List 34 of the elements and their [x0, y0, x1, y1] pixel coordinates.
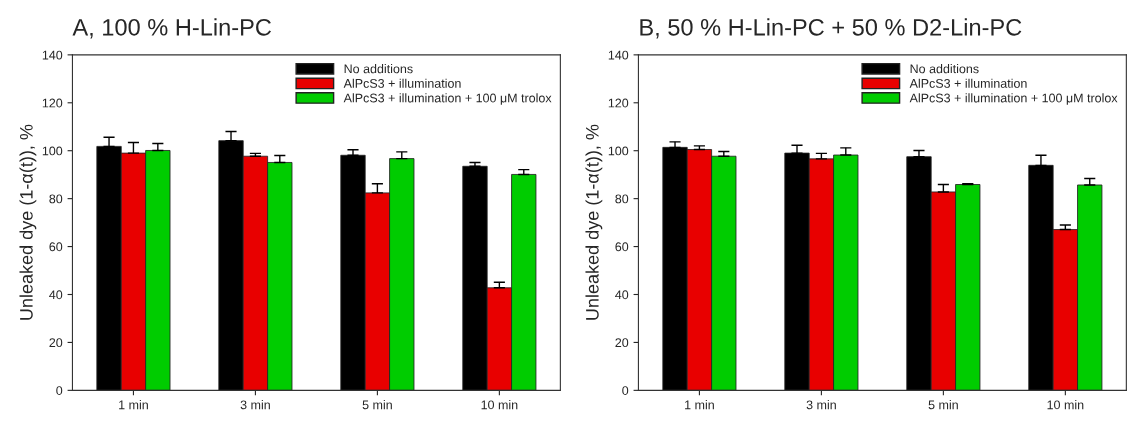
chart-title: B, 50 % H-Lin-PC + 50 % D2-Lin-PC	[640, 18, 1022, 39]
legend-label: AlPcS3 + illumination + 100 μM trolox	[909, 93, 1118, 105]
y-axis-title: Unleaked dye (1-α(t)), %	[585, 124, 603, 320]
legend-label: No additions	[910, 64, 979, 74]
y-tick-label: 0	[56, 386, 63, 395]
legend-label: AlPcS3 + illumination + 100 μM trolox	[343, 93, 552, 105]
legend-label: AlPcS3 + illumination	[909, 78, 1027, 88]
y-tick-label: 100	[42, 146, 63, 156]
y-axis-title: Unleaked dye (1-α(t)), %	[19, 124, 37, 320]
y-tick-label: 40	[49, 290, 63, 300]
x-tick-label: 5 min	[928, 400, 958, 410]
y-tick-label: 140	[608, 50, 629, 60]
x-tick-label: 3 min	[806, 400, 836, 410]
x-tick-label: 10 min	[481, 400, 518, 410]
chart-title: A, 100 % H-Lin-PC	[72, 18, 272, 39]
legend-label: No additions	[344, 64, 413, 74]
x-tick-label: 10 min	[1047, 400, 1084, 410]
y-tick-label: 80	[615, 194, 629, 204]
y-tick-label: 120	[608, 98, 629, 108]
y-tick-label: 40	[615, 290, 629, 300]
y-tick-label: 0	[622, 386, 629, 395]
y-tick-label: 80	[49, 194, 63, 204]
y-tick-label: 20	[49, 338, 63, 348]
y-tick-label: 140	[42, 50, 63, 60]
y-tick-label: 60	[49, 242, 63, 252]
x-tick-label: 5 min	[362, 400, 392, 410]
y-tick-label: 20	[615, 338, 629, 348]
x-tick-label: 1 min	[685, 400, 714, 410]
x-tick-label: 3 min	[240, 400, 270, 410]
y-tick-label: 60	[615, 242, 629, 252]
legend-label: AlPcS3 + illumination	[343, 78, 461, 88]
y-tick-label: 100	[608, 146, 629, 156]
x-tick-label: 1 min	[119, 400, 148, 410]
y-tick-label: 120	[42, 98, 63, 108]
